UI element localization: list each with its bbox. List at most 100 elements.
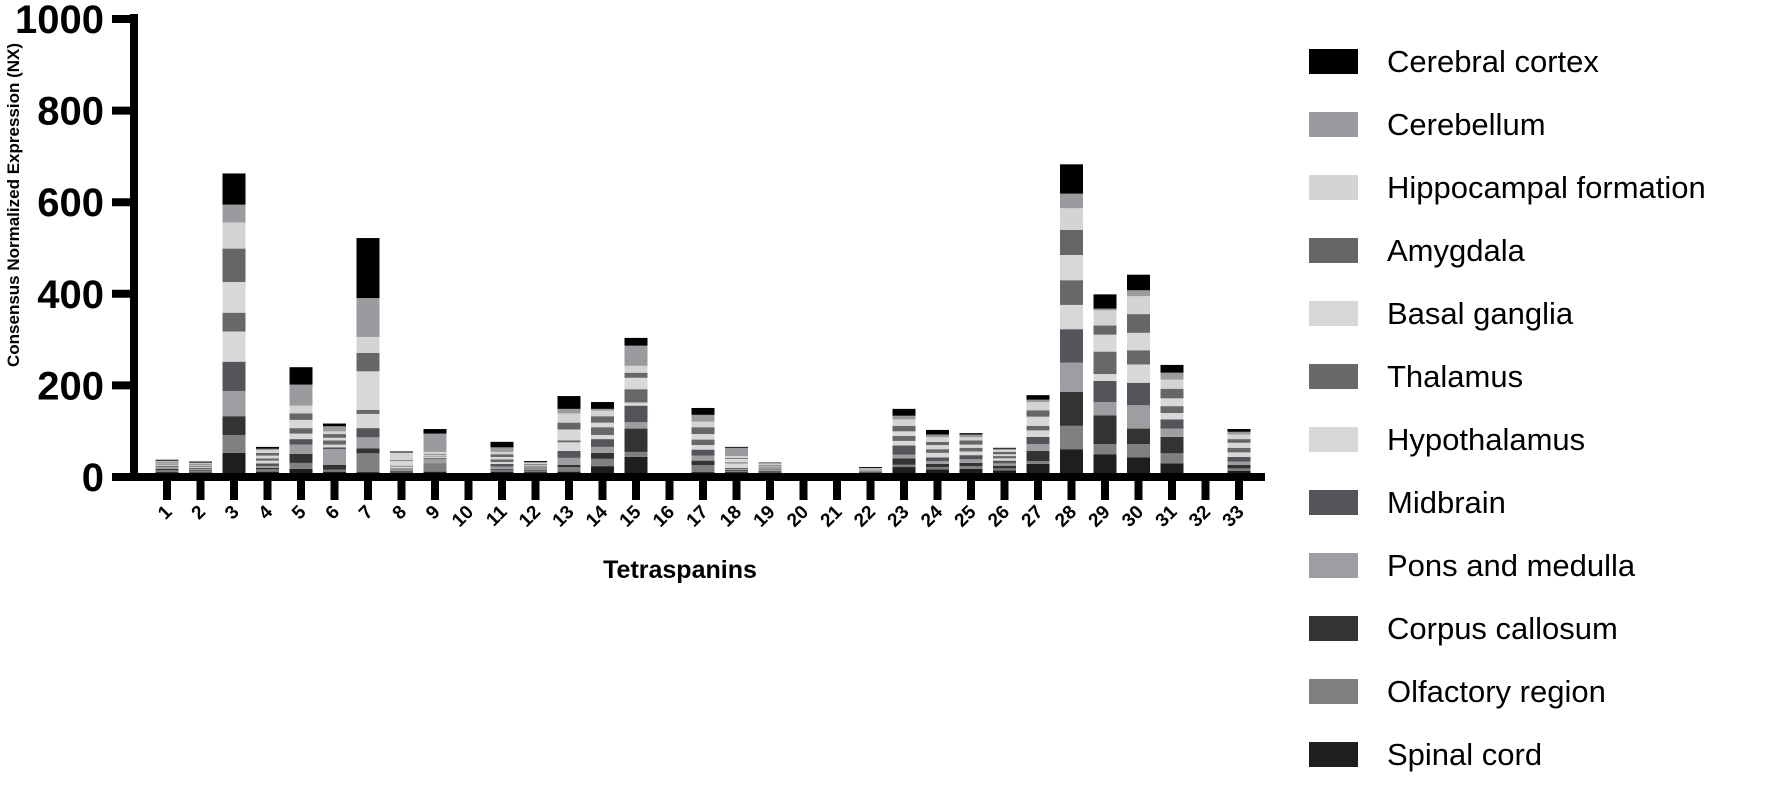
bar-segment: [290, 469, 313, 473]
bar-segment: [558, 465, 581, 467]
bar-segment: [189, 464, 212, 465]
bar-segment: [893, 446, 916, 455]
bar-segment: [1060, 329, 1083, 362]
bar-segment: [390, 451, 413, 452]
x-tick-label: 21: [817, 501, 847, 531]
bar-segment: [591, 416, 614, 422]
bar-segment: [223, 249, 246, 282]
bar-segment: [1161, 463, 1184, 473]
bar-27: [1027, 395, 1050, 473]
bar-segment: [1027, 461, 1050, 464]
bar-segment: [993, 449, 1016, 450]
bar-segment: [1228, 435, 1251, 440]
bar-segment: [491, 454, 514, 457]
bar-segment: [1027, 417, 1050, 426]
bar-segment: [591, 411, 614, 416]
bar-1: [156, 460, 179, 473]
x-tick-label: 15: [616, 501, 646, 531]
bar-segment: [290, 434, 313, 439]
bar-segment: [524, 468, 547, 469]
bar-segment: [189, 468, 212, 469]
bar-segment: [357, 414, 380, 428]
bar-segment: [558, 396, 581, 409]
bar-segment: [625, 338, 648, 346]
bar-2: [189, 462, 212, 473]
bar-segment: [156, 467, 179, 469]
bar-14: [591, 402, 614, 473]
bar-segment: [524, 461, 547, 462]
bar-segment: [960, 435, 983, 438]
bar-segment: [189, 466, 212, 467]
bar-segment: [256, 468, 279, 469]
bar-segment: [759, 469, 782, 470]
bar-segment: [323, 431, 346, 434]
x-tick-label: 28: [1051, 502, 1081, 532]
bar-segment: [1161, 413, 1184, 419]
bar-segment: [256, 469, 279, 471]
legend-item: Midbrain: [1309, 471, 1706, 534]
bar-segment: [491, 470, 514, 472]
bar-segment: [256, 461, 279, 464]
bar-segment: [558, 409, 581, 414]
x-tick-label: 4: [255, 501, 278, 524]
bar-segment: [424, 454, 447, 455]
x-tick-label: 9: [422, 502, 444, 524]
bar-segment: [725, 470, 748, 471]
bar-19: [759, 462, 782, 473]
bar-segment: [290, 463, 313, 469]
bar-25: [960, 433, 983, 473]
bars-layer: [156, 164, 1251, 473]
bar-segment: [189, 470, 212, 471]
bar-segment: [524, 467, 547, 468]
bar-segment: [524, 470, 547, 471]
legend-swatch: [1309, 49, 1358, 74]
y-tick-label: 1000: [15, 0, 104, 42]
legend-item: Corpus callosum: [1309, 597, 1706, 660]
x-tick-label: 10: [448, 502, 478, 532]
bar-segment: [390, 468, 413, 469]
bar-segment: [424, 434, 447, 452]
bar-22: [859, 467, 882, 473]
bar-segment: [290, 445, 313, 454]
bar-segment: [1060, 280, 1083, 305]
bar-segment: [759, 463, 782, 464]
bar-segment: [993, 468, 1016, 470]
bar-segment: [491, 447, 514, 452]
bar-segment: [926, 449, 949, 453]
bar-segment: [1060, 305, 1083, 329]
bar-segment: [759, 468, 782, 469]
bar-segment: [692, 450, 715, 456]
legend-label: Cerebral cortex: [1387, 44, 1599, 80]
x-tick-label: 26: [984, 502, 1014, 532]
bar-segment: [1060, 426, 1083, 449]
x-tick-label: 1: [154, 501, 177, 524]
bar-segment: [692, 427, 715, 434]
x-tick-label: 17: [683, 502, 713, 532]
bar-segment: [1060, 194, 1083, 209]
legend-item: Olfactory region: [1309, 660, 1706, 723]
bar-segment: [893, 409, 916, 416]
y-tick-label: 600: [37, 181, 104, 225]
legend-swatch: [1309, 553, 1358, 578]
bar-segment: [1027, 410, 1050, 416]
bar-segment: [1060, 449, 1083, 473]
bar-segment: [1094, 335, 1117, 352]
bar-segment: [1027, 464, 1050, 473]
bar-segment: [424, 458, 447, 459]
bar-segment: [290, 454, 313, 463]
bar-segment: [1027, 430, 1050, 436]
bar-segment: [524, 462, 547, 463]
bar-segment: [256, 449, 279, 450]
legend-swatch: [1309, 238, 1358, 263]
bar-segment: [357, 472, 380, 473]
bar-segment: [323, 472, 346, 473]
bar-segment: [1228, 439, 1251, 443]
bar-segment: [390, 471, 413, 472]
bar-segment: [524, 465, 547, 466]
legend-swatch: [1309, 301, 1358, 326]
bar-segment: [1027, 426, 1050, 431]
bar-segment: [156, 463, 179, 464]
